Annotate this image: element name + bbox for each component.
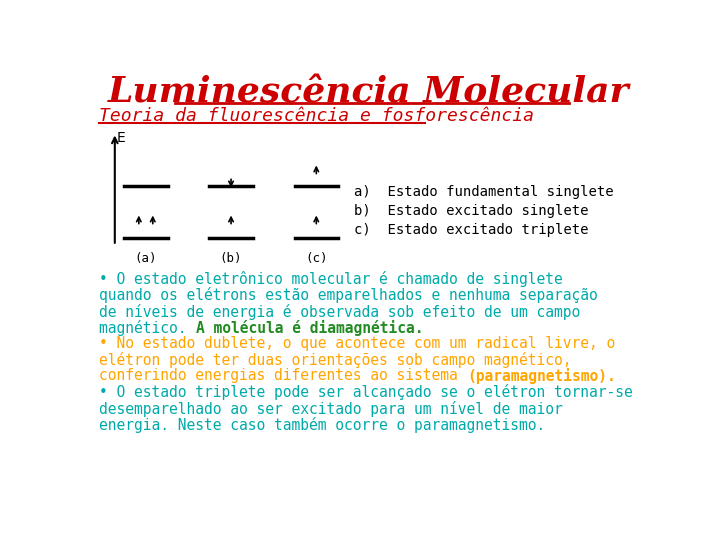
Text: A molécula é diamagnética.: A molécula é diamagnética. [196,320,423,336]
Text: b)  Estado excitado singlete: b) Estado excitado singlete [354,204,588,218]
Text: (paramagnetismo).: (paramagnetismo). [467,368,616,384]
Text: desemparelhado ao ser excitado para um nível de maior: desemparelhado ao ser excitado para um n… [99,401,563,416]
Text: • O estado eletrônico molecular é chamado de singlete: • O estado eletrônico molecular é chamad… [99,271,563,287]
Text: quando os elétrons estão emparelhados e nenhuma separação: quando os elétrons estão emparelhados e … [99,287,598,303]
Text: Teoria da fluorescência e fosforescência: Teoria da fluorescência e fosforescência [99,106,534,125]
Text: c)  Estado excitado triplete: c) Estado excitado triplete [354,224,588,238]
Text: de níveis de energia é observada sob efeito de um campo: de níveis de energia é observada sob efe… [99,303,580,320]
Text: • O estado triplete pode ser alcançado se o elétron tornar-se: • O estado triplete pode ser alcançado s… [99,384,633,400]
Text: E: E [117,131,125,145]
Text: magnético.: magnético. [99,320,196,336]
Text: (b): (b) [220,252,243,265]
Text: conferindo energias diferentes ao sistema: conferindo energias diferentes ao sistem… [99,368,467,383]
Text: elétron pode ter duas orientações sob campo magnético,: elétron pode ter duas orientações sob ca… [99,352,572,368]
Text: Luminescência Molecular: Luminescência Molecular [108,76,630,110]
Text: (c): (c) [305,252,328,265]
Text: • No estado dublete, o que acontece com um radical livre, o: • No estado dublete, o que acontece com … [99,336,616,351]
Text: a)  Estado fundamental singlete: a) Estado fundamental singlete [354,185,613,199]
Text: (a): (a) [135,252,157,265]
Text: energia. Neste caso também ocorre o paramagnetismo.: energia. Neste caso também ocorre o para… [99,417,546,433]
